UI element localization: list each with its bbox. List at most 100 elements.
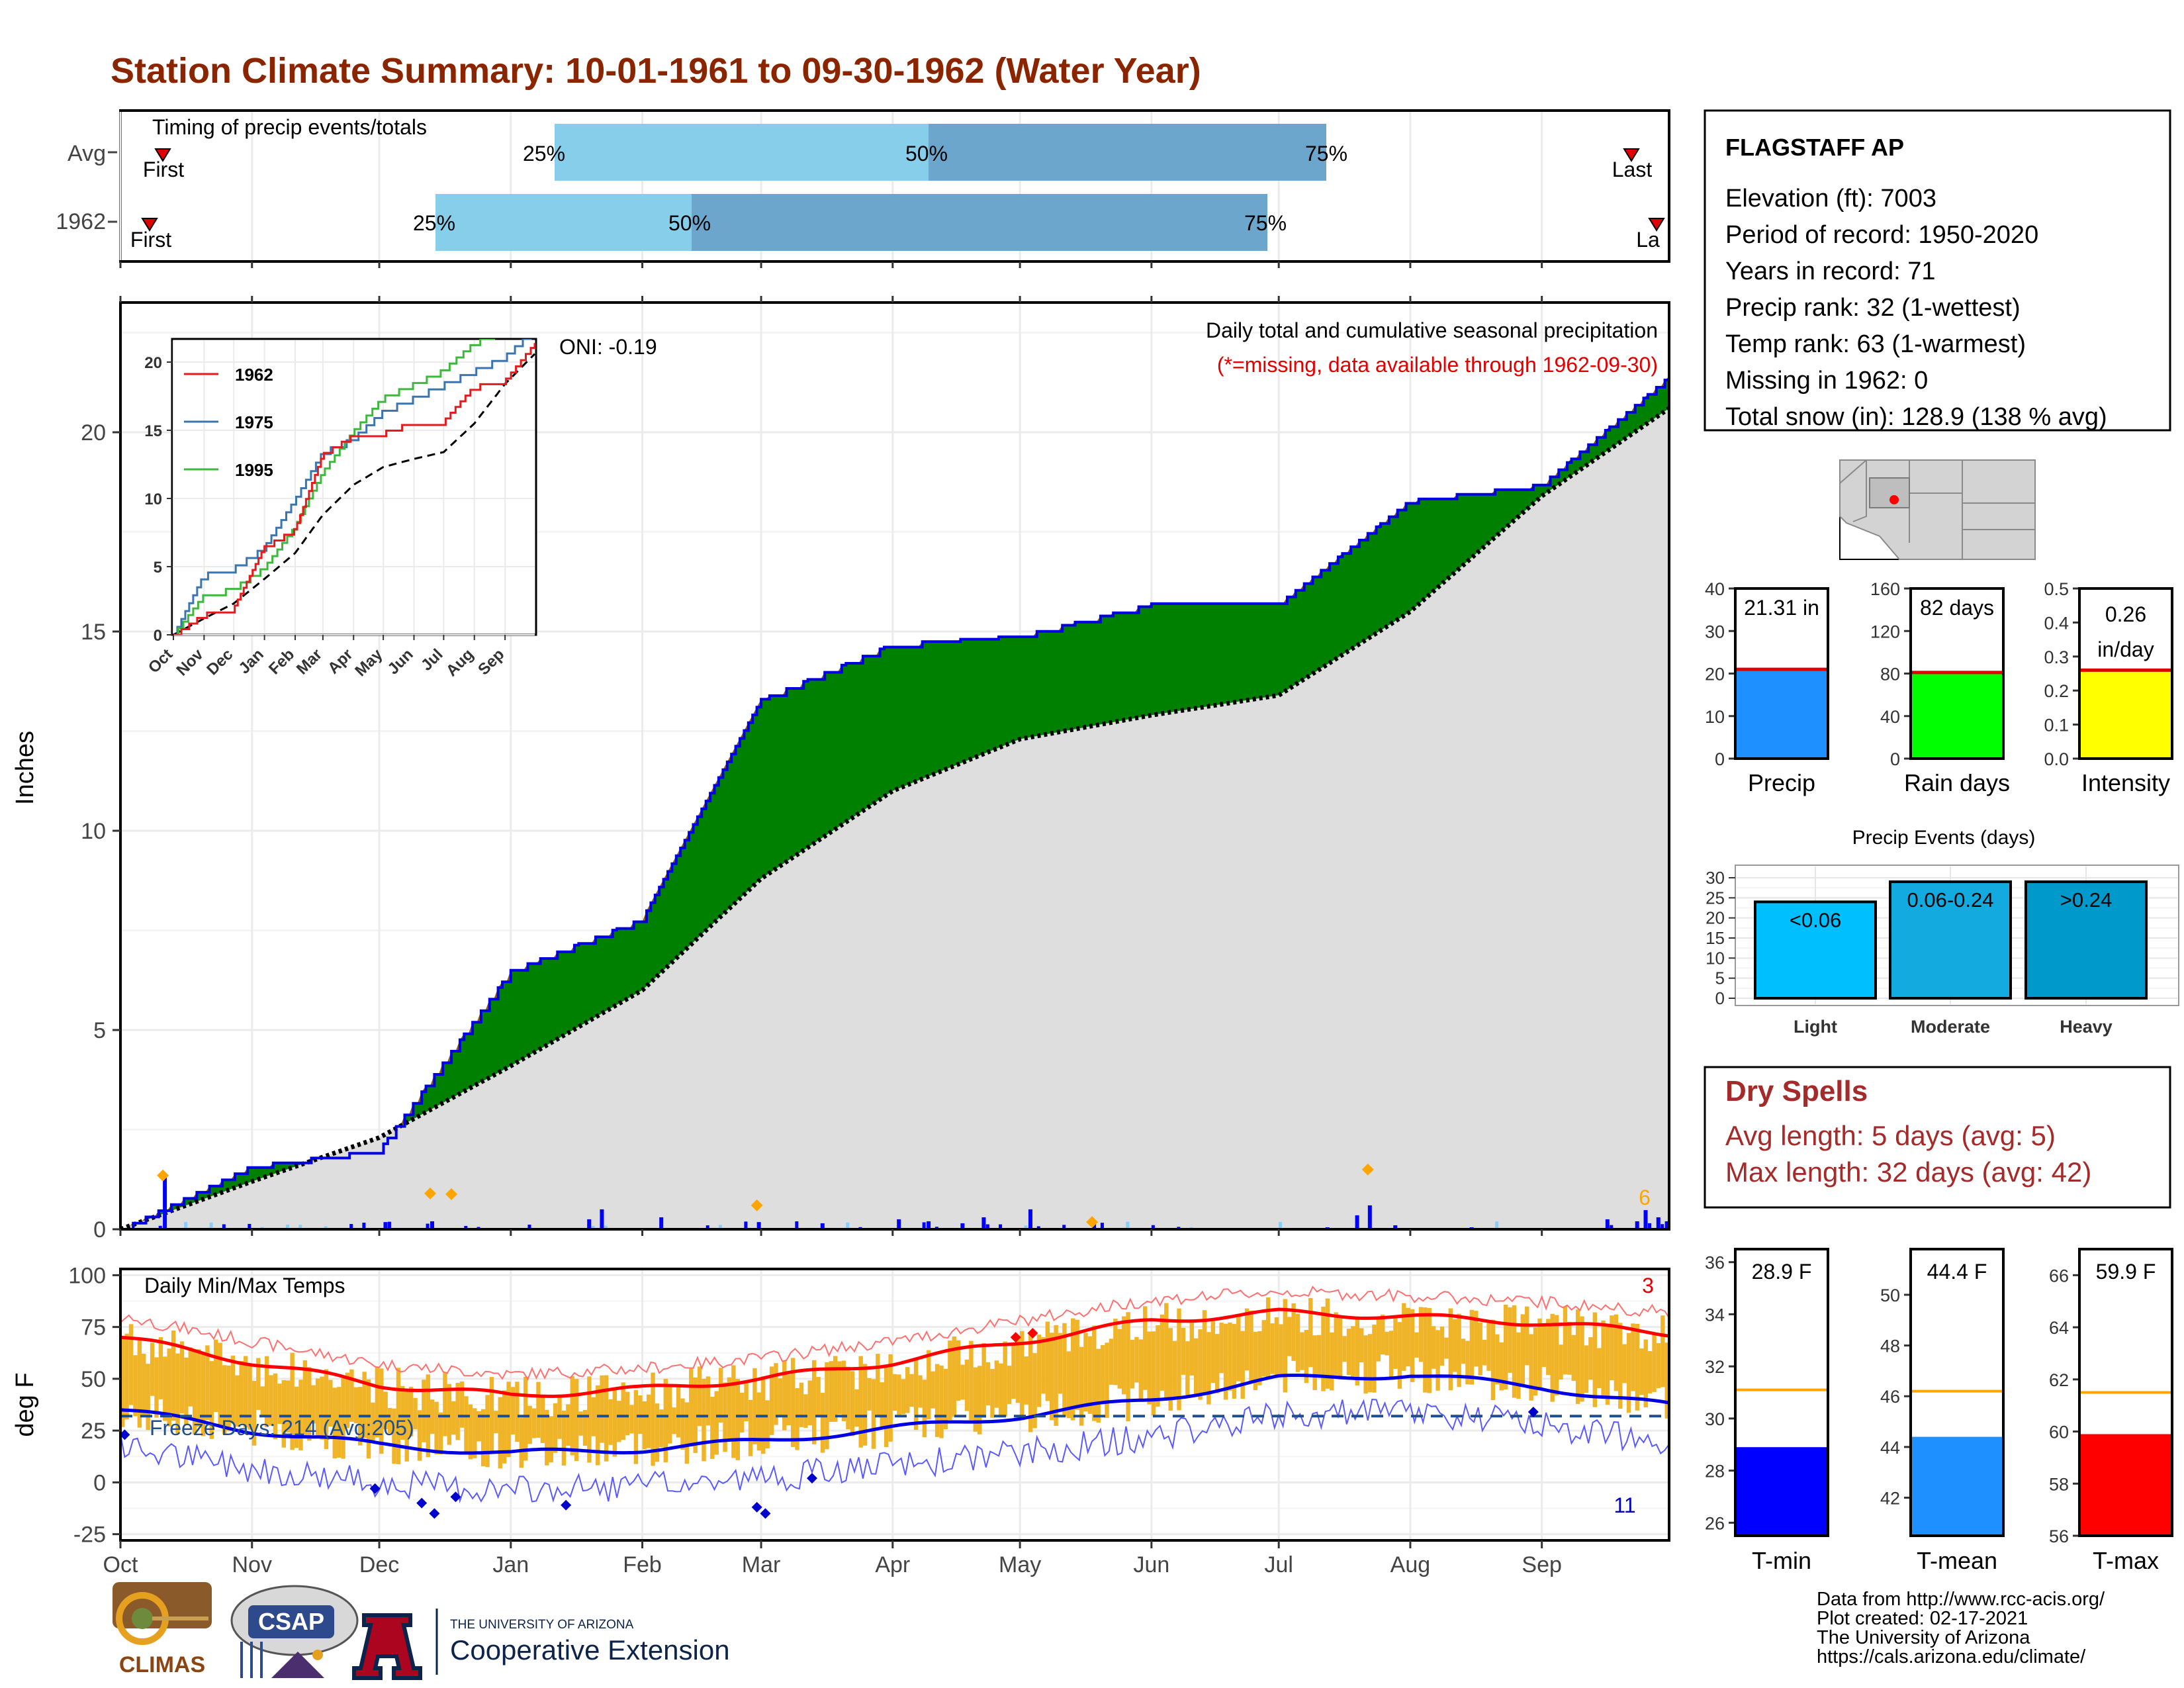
daily-precip-bar <box>1610 1225 1614 1229</box>
daily-temp-bar <box>1126 1312 1130 1422</box>
daily-precip-bar <box>718 1225 722 1229</box>
daily-temp-bar <box>392 1408 396 1464</box>
daily-temp-bar <box>133 1355 138 1417</box>
daily-temp-bar <box>404 1390 409 1462</box>
temp-y-tick-label: 25 <box>81 1419 106 1444</box>
record-max-line <box>120 1286 1669 1381</box>
daily-temp-bar <box>684 1402 690 1464</box>
daily-temp-bar <box>553 1403 558 1453</box>
daily-temp-bar <box>1071 1318 1075 1421</box>
daily-temp-bar <box>769 1366 774 1435</box>
daily-temp-bar <box>858 1356 863 1448</box>
daily-temp-bar <box>1427 1307 1432 1393</box>
daily-temp-bar <box>341 1378 345 1459</box>
daily-temp-bar <box>1045 1321 1050 1401</box>
daily-temp-bar <box>799 1382 804 1427</box>
daily-temp-bar <box>1028 1332 1033 1432</box>
daily-temp-bar <box>566 1404 570 1446</box>
record-temp-marker <box>561 1499 572 1511</box>
precip-y-tick-label: 15 <box>81 620 106 645</box>
daily-temp-bar <box>277 1383 282 1425</box>
daily-temp-bar <box>1253 1331 1258 1390</box>
daily-temp-bar <box>218 1342 222 1426</box>
daily-temp-bar <box>1503 1304 1508 1390</box>
daily-temp-bar <box>663 1378 668 1463</box>
station-line-temp-rank: Temp rank: 63 (1-warmest) <box>1725 330 2026 358</box>
daily-temp-bar <box>939 1365 944 1438</box>
daily-precip-bar <box>756 1222 761 1229</box>
daily-temp-bar <box>608 1399 613 1445</box>
tmean-gauge-bar <box>1911 1436 2003 1536</box>
daily-temp-bar <box>841 1360 846 1421</box>
daily-temp-bar <box>897 1374 901 1415</box>
gauge-tick-label: 0.5 <box>2044 579 2069 599</box>
inset-y-tick-label: 15 <box>144 422 162 440</box>
month-tick-label: May <box>999 1552 1041 1577</box>
avg-min-line <box>120 1374 1669 1455</box>
daily-precip-bar <box>387 1221 391 1229</box>
daily-temp-bar <box>774 1363 778 1425</box>
daily-temp-bar <box>782 1360 787 1430</box>
daily-temp-bar <box>1054 1325 1058 1426</box>
daily-temp-bar <box>1304 1329 1309 1383</box>
daily-precip-bar <box>1024 1225 1028 1229</box>
daily-temp-bar <box>260 1386 265 1416</box>
daily-temp-bar <box>918 1375 923 1408</box>
daily-precip-bar <box>999 1224 1003 1229</box>
credit-line-4: https://cals.arizona.edu/climate/ <box>1817 1646 2086 1667</box>
daily-temp-bar <box>1605 1323 1610 1405</box>
tmin-gauge: 26 28 30 32 34 36 28.9 F T-min <box>1705 1248 1829 1574</box>
daily-temp-bar <box>307 1367 312 1441</box>
daily-temp-bar <box>477 1411 481 1442</box>
daily-temp-bar <box>1058 1333 1063 1394</box>
daily-temp-bar <box>294 1386 299 1448</box>
daily-temp-bar <box>1105 1342 1109 1418</box>
record-temp-marker <box>1027 1328 1038 1339</box>
daily-temp-bar <box>1100 1344 1105 1401</box>
daily-precip-bars <box>157 1163 1669 1229</box>
precip-event-bar-label: >0.24 <box>2060 888 2112 912</box>
daily-temp-bar <box>846 1366 850 1430</box>
daily-temp-bar <box>485 1395 490 1468</box>
temp-y-tick-label: -25 <box>73 1523 106 1548</box>
daily-temp-bar <box>786 1374 791 1426</box>
month-tick-label: Feb <box>623 1552 662 1577</box>
daily-temp-bar <box>960 1364 965 1400</box>
temp-y-axis-label: deg F <box>11 1372 39 1436</box>
daily-temp-bar <box>617 1401 621 1442</box>
station-line-missing: Missing in 1962: 0 <box>1725 367 1928 395</box>
extreme-precip-marker <box>1361 1163 1374 1176</box>
daily-precip-bar <box>1643 1210 1648 1229</box>
temp-y-tick-label: 50 <box>81 1367 106 1392</box>
raindays-gauge: 0 40 80 120 160 82 days Rain days <box>1870 579 2010 796</box>
daily-temp-bar <box>1453 1319 1457 1372</box>
gauge-tick-label: 40 <box>1705 579 1725 599</box>
daily-temp-bar <box>1062 1323 1067 1417</box>
legend-1962: 1962 <box>235 365 273 385</box>
temp-gauge-tick-label: 58 <box>2049 1474 2069 1494</box>
daily-temp-bar <box>226 1365 231 1431</box>
daily-temp-bar <box>1571 1335 1576 1381</box>
daily-temp-bar <box>1554 1315 1559 1395</box>
raindays-gauge-bar <box>1911 671 2003 759</box>
daily-temp-bar <box>192 1349 197 1434</box>
daily-temp-bar <box>1092 1325 1097 1421</box>
daily-temp-bar <box>752 1368 757 1444</box>
daily-temp-bar <box>1050 1333 1054 1421</box>
daily-temp-bar <box>1355 1318 1359 1385</box>
daily-temp-bar <box>909 1374 914 1407</box>
tmean-gauge-label: T-mean <box>1917 1547 1997 1574</box>
tmean-gauge: 42 44 46 48 50 44.4 F T-mean <box>1880 1248 2005 1574</box>
record-temp-marker <box>751 1501 762 1513</box>
gauge-tick-label: 0 <box>1890 749 1900 769</box>
avg-max-line <box>120 1307 1669 1398</box>
daily-precip-bar <box>1062 1225 1066 1229</box>
daily-temp-bar <box>1134 1336 1139 1383</box>
daily-temp-bar <box>672 1407 676 1434</box>
daily-temp-bar <box>536 1382 541 1438</box>
temp-panel: 100 75 50 25 0 -25 Oct Nov Dec Jan Feb Mar Apr May Ju… <box>11 1263 1670 1577</box>
daily-temp-bar <box>1066 1351 1071 1419</box>
daily-temp-bar <box>1626 1333 1631 1413</box>
daily-temp-bar <box>1448 1308 1453 1391</box>
daily-temp-bar <box>1529 1334 1533 1401</box>
